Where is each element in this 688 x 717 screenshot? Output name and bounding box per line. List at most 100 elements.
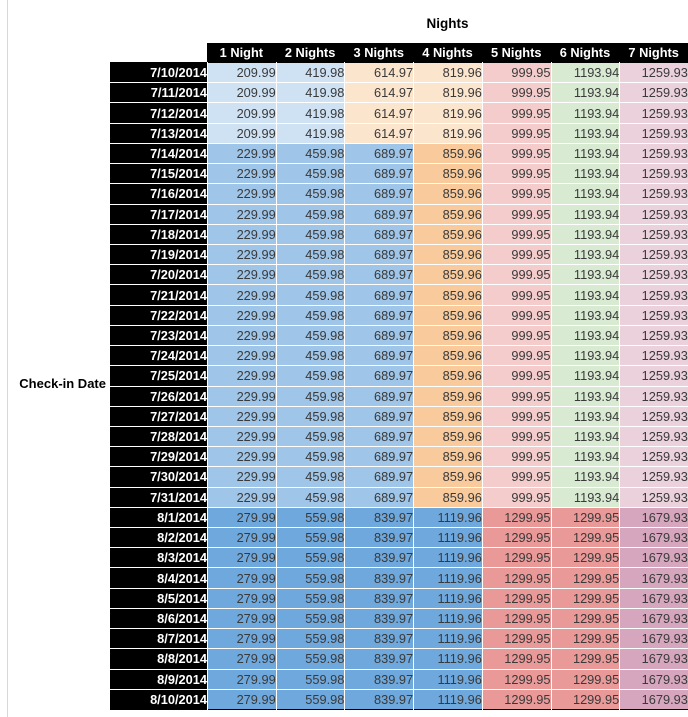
row-header-date[interactable]: 7/31/2014	[110, 487, 208, 508]
price-cell[interactable]: 1259.93	[619, 486, 688, 508]
price-cell[interactable]: 859.96	[413, 446, 483, 467]
price-cell[interactable]: 229.99	[207, 304, 277, 326]
price-cell[interactable]: 209.99	[207, 82, 277, 103]
price-cell[interactable]: 999.95	[481, 264, 552, 285]
price-cell[interactable]: 459.98	[275, 163, 345, 184]
price-cell[interactable]: 1193.94	[550, 466, 620, 488]
row-header-date[interactable]: 7/29/2014	[110, 446, 208, 467]
price-cell[interactable]: 689.97	[344, 425, 414, 447]
price-cell[interactable]: 1193.94	[550, 62, 620, 83]
price-cell[interactable]: 1193.94	[550, 82, 620, 103]
price-cell[interactable]: 229.99	[207, 142, 277, 164]
price-cell[interactable]: 1119.96	[413, 688, 483, 710]
price-cell[interactable]: 839.97	[344, 688, 414, 710]
price-cell[interactable]: 999.95	[481, 102, 552, 124]
column-header-4-nights[interactable]: 4 Nights	[422, 45, 473, 60]
price-cell[interactable]: 459.98	[275, 284, 345, 306]
row-header-date[interactable]: 7/10/2014	[110, 62, 208, 83]
price-cell[interactable]: 419.98	[275, 122, 345, 144]
price-cell[interactable]: 689.97	[344, 304, 414, 326]
price-cell[interactable]: 1299.95	[550, 587, 620, 609]
price-cell[interactable]: 1259.93	[619, 304, 688, 326]
price-cell[interactable]: 999.95	[481, 486, 552, 508]
price-cell[interactable]: 1679.93	[619, 587, 688, 609]
price-cell[interactable]: 859.96	[413, 183, 483, 205]
price-cell[interactable]: 859.96	[413, 304, 483, 326]
row-header-date[interactable]: 8/10/2014	[110, 689, 208, 710]
row-header-date[interactable]: 7/27/2014	[110, 406, 208, 427]
price-cell[interactable]: 1679.93	[619, 527, 688, 548]
price-cell[interactable]: 459.98	[275, 183, 345, 205]
price-cell[interactable]: 459.98	[275, 142, 345, 164]
row-header-date[interactable]: 8/7/2014	[110, 628, 208, 649]
row-header-date[interactable]: 8/4/2014	[110, 567, 208, 589]
price-cell[interactable]: 689.97	[344, 466, 414, 488]
price-cell[interactable]: 999.95	[481, 62, 552, 83]
price-cell[interactable]: 1259.93	[619, 345, 688, 366]
price-cell[interactable]: 839.97	[344, 607, 414, 629]
price-cell[interactable]: 1679.93	[619, 668, 688, 690]
price-cell[interactable]: 1193.94	[550, 223, 620, 245]
price-cell[interactable]: 1193.94	[550, 284, 620, 306]
price-cell[interactable]: 459.98	[275, 425, 345, 447]
price-cell[interactable]: 1299.95	[481, 567, 552, 589]
price-cell[interactable]: 279.99	[207, 607, 277, 629]
price-cell[interactable]: 559.98	[275, 668, 345, 690]
price-cell[interactable]: 1193.94	[550, 486, 620, 508]
price-cell[interactable]: 279.99	[207, 587, 277, 609]
price-cell[interactable]: 859.96	[413, 324, 483, 346]
price-cell[interactable]: 459.98	[275, 345, 345, 366]
price-cell[interactable]: 1299.95	[481, 527, 552, 548]
row-header-date[interactable]: 8/8/2014	[110, 648, 208, 670]
price-cell[interactable]: 1299.95	[481, 587, 552, 609]
price-cell[interactable]: 689.97	[344, 223, 414, 245]
price-cell[interactable]: 1679.93	[619, 547, 688, 568]
row-header-date[interactable]: 7/12/2014	[110, 102, 208, 124]
price-cell[interactable]: 279.99	[207, 547, 277, 568]
price-cell[interactable]: 559.98	[275, 587, 345, 609]
price-cell[interactable]: 999.95	[481, 203, 552, 225]
price-cell[interactable]: 459.98	[275, 223, 345, 245]
price-cell[interactable]: 1193.94	[550, 405, 620, 427]
price-cell[interactable]: 1119.96	[413, 547, 483, 568]
price-cell[interactable]: 1679.93	[619, 567, 688, 589]
price-cell[interactable]: 819.96	[413, 102, 483, 124]
price-cell[interactable]: 1119.96	[413, 506, 483, 528]
row-header-date[interactable]: 8/6/2014	[110, 608, 208, 629]
price-cell[interactable]: 689.97	[344, 284, 414, 306]
price-cell[interactable]: 689.97	[344, 405, 414, 427]
price-cell[interactable]: 1193.94	[550, 163, 620, 184]
price-cell[interactable]: 999.95	[481, 405, 552, 427]
price-cell[interactable]: 559.98	[275, 547, 345, 568]
price-cell[interactable]: 1259.93	[619, 284, 688, 306]
price-cell[interactable]: 999.95	[481, 466, 552, 488]
price-cell[interactable]: 859.96	[413, 365, 483, 386]
price-cell[interactable]: 999.95	[481, 324, 552, 346]
price-cell[interactable]: 1193.94	[550, 102, 620, 124]
price-cell[interactable]: 689.97	[344, 446, 414, 467]
price-cell[interactable]: 859.96	[413, 405, 483, 427]
price-cell[interactable]: 1193.94	[550, 122, 620, 144]
price-cell[interactable]: 999.95	[481, 425, 552, 447]
price-cell[interactable]: 1193.94	[550, 142, 620, 164]
price-cell[interactable]: 1119.96	[413, 527, 483, 548]
price-cell[interactable]: 859.96	[413, 385, 483, 407]
price-cell[interactable]: 459.98	[275, 324, 345, 346]
price-cell[interactable]: 229.99	[207, 324, 277, 346]
price-cell[interactable]: 229.99	[207, 446, 277, 467]
price-cell[interactable]: 1259.93	[619, 243, 688, 265]
row-header-date[interactable]: 8/3/2014	[110, 547, 208, 568]
price-cell[interactable]: 819.96	[413, 82, 483, 103]
price-cell[interactable]: 999.95	[481, 243, 552, 265]
price-cell[interactable]: 839.97	[344, 628, 414, 649]
price-cell[interactable]: 614.97	[344, 102, 414, 124]
column-header-5-nights[interactable]: 5 Nights	[490, 45, 542, 60]
price-cell[interactable]: 459.98	[275, 446, 345, 467]
price-cell[interactable]: 1299.95	[481, 628, 552, 649]
price-cell[interactable]: 614.97	[344, 62, 414, 83]
price-cell[interactable]: 279.99	[207, 527, 277, 548]
price-cell[interactable]: 1119.96	[413, 648, 483, 670]
row-header-date[interactable]: 7/18/2014	[110, 224, 208, 245]
price-cell[interactable]: 859.96	[413, 163, 483, 184]
price-cell[interactable]: 999.95	[481, 365, 552, 386]
